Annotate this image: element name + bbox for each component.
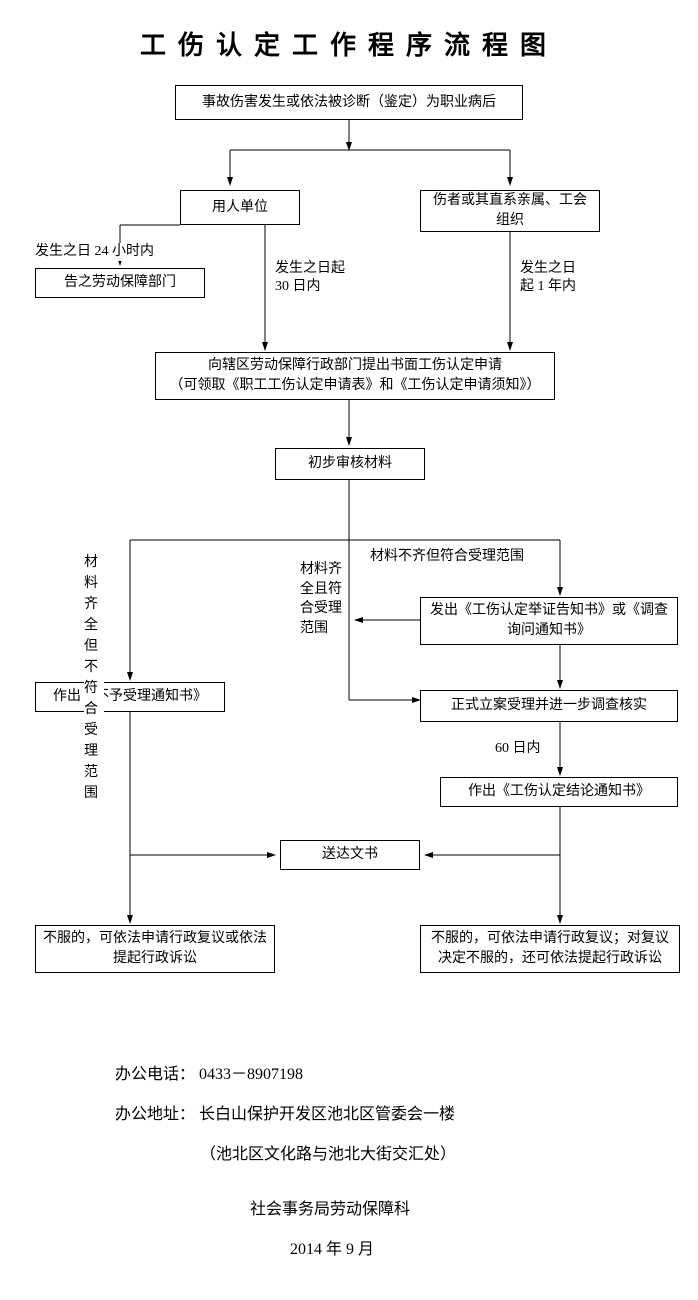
- node-deliver: 送达文书: [280, 840, 420, 870]
- node-appeal-left: 不服的，可依法申请行政复议或依法提起行政诉讼: [35, 925, 275, 973]
- footer-phone-value: 0433－8907198: [199, 1066, 303, 1083]
- footer-addr2: （池北区文化路与池北大街交汇处）: [200, 1140, 456, 1164]
- edge-label-center: 材料齐全且符合受理范围: [300, 560, 348, 638]
- node-employer: 用人单位: [180, 190, 300, 225]
- flowchart-canvas: 工伤认定工作程序流程图: [0, 0, 698, 1300]
- edge-label-24h: 发生之日 24 小时内: [35, 243, 154, 261]
- edge-label-60d: 60 日内: [495, 740, 541, 758]
- footer-addr-line1: 长白山保护开发区池北区管委会一楼: [199, 1106, 455, 1123]
- node-accept-case: 正式立案受理并进一步调查核实: [420, 690, 678, 722]
- node-victim: 伤者或其直系亲属、工会组织: [420, 190, 600, 232]
- node-reject-notice: 作出《不予受理通知书》: [35, 682, 225, 712]
- footer-dept: 社会事务局劳动保障科: [250, 1195, 410, 1219]
- footer-phone-label: 办公电话：: [115, 1066, 195, 1083]
- node-conclusion: 作出《工伤认定结论通知书》: [440, 777, 678, 807]
- footer-date: 2014 年 9 月: [290, 1235, 374, 1259]
- edge-label-30d: 发生之日起 30 日内: [275, 260, 345, 296]
- edge-label-1y: 发生之日 起 1 年内: [520, 260, 576, 296]
- footer-addr: 办公地址： 长白山保护开发区池北区管委会一楼: [115, 1100, 455, 1124]
- footer-addr-label: 办公地址：: [115, 1106, 195, 1123]
- node-review: 初步审核材料: [275, 448, 425, 480]
- node-start: 事故伤害发生或依法被诊断（鉴定）为职业病后: [175, 85, 523, 120]
- edge-label-right: 材料不齐但符合受理范围: [370, 548, 524, 566]
- edge-label-left: 材料齐全但不符合受理范围: [84, 552, 104, 804]
- node-apply: 向辖区劳动保障行政部门提出书面工伤认定申请 （可领取《职工工伤认定申请表》和《工…: [155, 352, 555, 400]
- node-inform: 告之劳动保障部门: [35, 268, 205, 298]
- node-evidence-notice: 发出《工伤认定举证告知书》或《调查询问通知书》: [420, 597, 678, 645]
- footer-phone: 办公电话： 0433－8907198: [115, 1060, 303, 1084]
- node-appeal-right: 不服的，可依法申请行政复议；对复议决定不服的，还可依法提起行政诉讼: [420, 925, 680, 973]
